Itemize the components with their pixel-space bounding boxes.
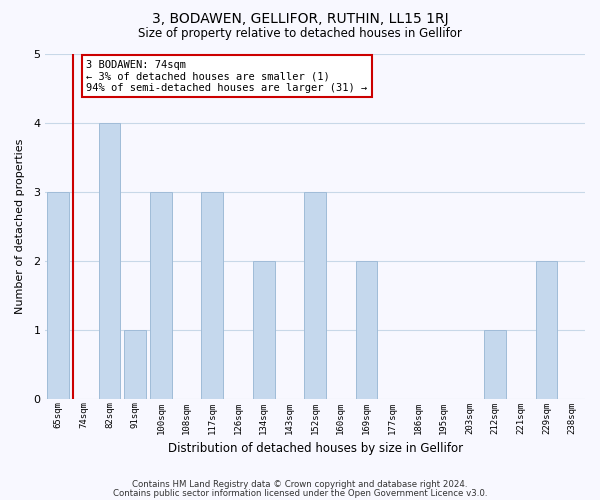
- Y-axis label: Number of detached properties: Number of detached properties: [15, 138, 25, 314]
- Bar: [98, 123, 121, 398]
- Text: Contains HM Land Registry data © Crown copyright and database right 2024.: Contains HM Land Registry data © Crown c…: [132, 480, 468, 489]
- Bar: [356, 261, 377, 398]
- Bar: [47, 192, 69, 398]
- Bar: [536, 261, 557, 398]
- Bar: [253, 261, 275, 398]
- Text: 3, BODAWEN, GELLIFOR, RUTHIN, LL15 1RJ: 3, BODAWEN, GELLIFOR, RUTHIN, LL15 1RJ: [152, 12, 448, 26]
- Text: Size of property relative to detached houses in Gellifor: Size of property relative to detached ho…: [138, 28, 462, 40]
- Text: 3 BODAWEN: 74sqm
← 3% of detached houses are smaller (1)
94% of semi-detached ho: 3 BODAWEN: 74sqm ← 3% of detached houses…: [86, 60, 368, 92]
- Bar: [202, 192, 223, 398]
- Bar: [150, 192, 172, 398]
- X-axis label: Distribution of detached houses by size in Gellifor: Distribution of detached houses by size …: [167, 442, 463, 455]
- Bar: [484, 330, 506, 398]
- Bar: [124, 330, 146, 398]
- Bar: [304, 192, 326, 398]
- Text: Contains public sector information licensed under the Open Government Licence v3: Contains public sector information licen…: [113, 490, 487, 498]
